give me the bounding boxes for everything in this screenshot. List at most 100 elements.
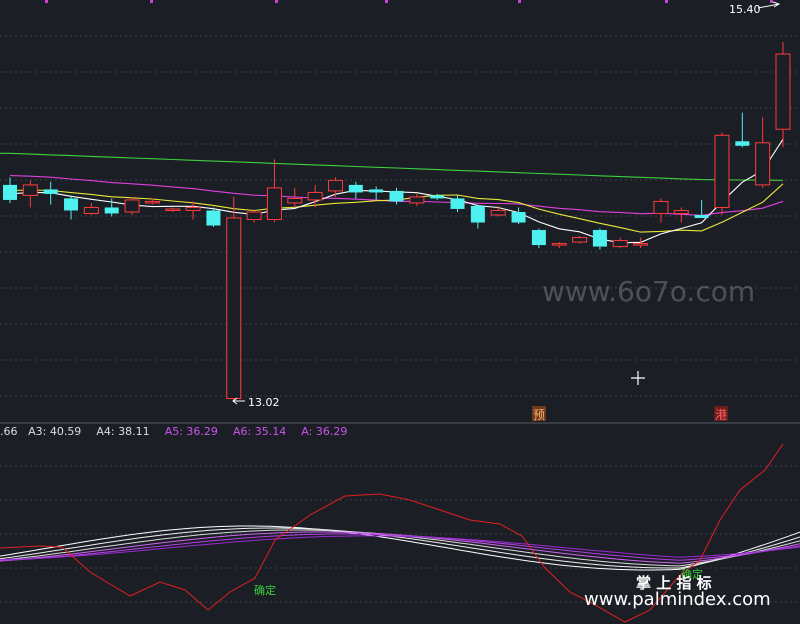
candle-body: [64, 198, 79, 211]
candle-34: [694, 199, 709, 218]
osc-line-5: [0, 535, 800, 561]
signal-label-2: 确定: [681, 567, 703, 581]
candle-5: [104, 198, 119, 217]
candle-body: [206, 210, 221, 226]
candle-3: [64, 195, 79, 220]
top-tick-0: [45, 0, 48, 3]
low-arrow: [232, 397, 245, 405]
candle-body: [348, 184, 363, 193]
candle-31: [633, 237, 649, 249]
candle-body: [633, 243, 649, 246]
marker-2-badge: [714, 406, 728, 421]
candle-10: [206, 207, 221, 228]
candle-37: [755, 117, 771, 188]
top-tick-3: [385, 0, 388, 3]
high-price-label: 15.40: [729, 3, 761, 16]
candle-2: [43, 181, 58, 205]
candle-body: [673, 209, 689, 214]
oscillator-red-line: [0, 443, 784, 623]
osc-line-1: [0, 527, 800, 569]
top-tick-5: [665, 0, 668, 3]
candle-body: [430, 195, 445, 199]
candle-18: [369, 186, 384, 200]
legend-item-1: A3: 40.59: [28, 425, 81, 438]
legend-item-5: A: 36.29: [301, 425, 347, 438]
candle-8: [165, 207, 181, 212]
candle-1: [22, 180, 38, 208]
signal-label-1: 确定: [254, 583, 276, 597]
candle-22: [450, 195, 465, 212]
candle-23: [470, 204, 485, 229]
candle-7: [144, 198, 160, 205]
candle-38: [775, 42, 791, 148]
legend-item-0: .66: [0, 425, 18, 438]
candle-17: [348, 181, 363, 199]
top-tick-2: [275, 0, 278, 3]
candle-body: [307, 191, 323, 201]
candle-body: [226, 217, 242, 399]
candle-body: [266, 187, 282, 220]
candle-body: [735, 141, 750, 146]
candle-21: [430, 193, 445, 200]
ma60-line: [0, 152, 784, 181]
candle-28: [572, 236, 588, 244]
candle-body: [531, 230, 546, 246]
legend-item-3: A5: 36.29: [165, 425, 218, 438]
candle-36: [735, 112, 750, 148]
marker-2-text: 港: [715, 408, 727, 422]
candle-35: [714, 132, 730, 215]
candle-body: [104, 207, 119, 214]
candle-33: [673, 207, 689, 223]
candle-32: [653, 198, 669, 223]
candle-15: [307, 184, 323, 208]
candle-body: [3, 184, 17, 200]
top-tick-4: [518, 0, 521, 3]
candle-body: [612, 240, 628, 248]
top-tick-6: [770, 0, 773, 3]
low-price-label: 13.02: [248, 396, 280, 409]
candle-body: [124, 199, 140, 213]
candle-26: [531, 228, 546, 249]
osc-line-0: [0, 525, 800, 571]
candle-body: [694, 214, 709, 218]
candle-body: [775, 53, 791, 130]
candle-25: [511, 207, 526, 225]
candle-body: [185, 206, 201, 211]
indicator-legend: .66 A3: 40.59 A4: 38.11 A5: 36.29 A6: 35.14 A…: [0, 425, 347, 438]
candle-19: [389, 187, 404, 205]
candle-body: [592, 230, 607, 247]
candle-11: [226, 196, 242, 400]
candle-body: [714, 134, 730, 208]
candle-body: [144, 200, 160, 204]
candle-0: [3, 177, 17, 203]
watermark-6o7o: www.6o7o.com: [542, 275, 755, 308]
watermark-palmindex: www.palmindex.com: [584, 589, 771, 610]
candle-body: [551, 243, 567, 246]
candle-body: [511, 211, 526, 223]
candle-body: [165, 208, 181, 211]
candle-29: [592, 228, 607, 250]
candle-body: [287, 197, 303, 204]
candle-body: [470, 205, 485, 223]
candle-30: [612, 237, 628, 249]
candle-body: [43, 189, 58, 194]
candle-13: [266, 159, 282, 223]
candle-body: [389, 190, 404, 202]
candle-27: [551, 242, 567, 249]
candle-body: [22, 184, 38, 196]
candle-4: [83, 202, 99, 215]
candle-body: [490, 209, 506, 216]
brand-text: 掌 上 指 标: [636, 574, 712, 592]
legend-item-4: A6: 35.14: [233, 425, 286, 438]
high-arrow: [757, 1, 781, 9]
candle-body: [653, 200, 669, 214]
candle-9: [185, 201, 201, 220]
candle-20: [409, 193, 425, 206]
candle-body: [755, 142, 771, 186]
candle-body: [572, 237, 588, 243]
candle-12: [246, 210, 262, 223]
candle-14: [287, 187, 303, 208]
candle-body: [369, 189, 384, 193]
